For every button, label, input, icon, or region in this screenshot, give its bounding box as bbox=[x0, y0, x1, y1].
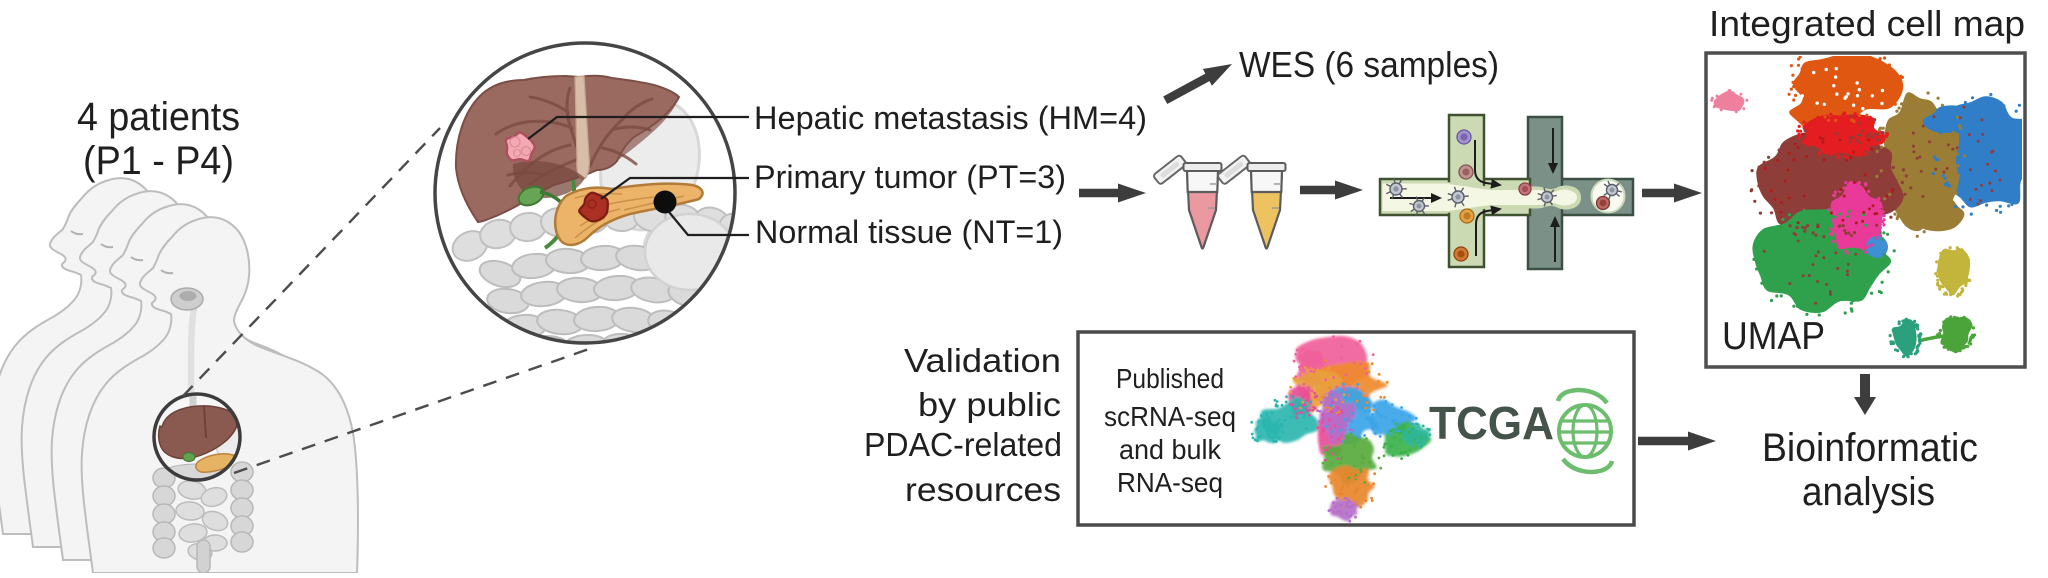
svg-text:Normal tissue (NT=1): Normal tissue (NT=1) bbox=[755, 214, 1063, 250]
svg-text:4 patients: 4 patients bbox=[77, 95, 240, 139]
svg-text:Integrated cell map: Integrated cell map bbox=[1709, 3, 2025, 44]
svg-text:Validation: Validation bbox=[904, 342, 1061, 379]
svg-text:UMAP: UMAP bbox=[1722, 315, 1825, 358]
svg-text:PDAC-related: PDAC-related bbox=[864, 426, 1062, 463]
svg-text:RNA-seq: RNA-seq bbox=[1117, 467, 1223, 498]
svg-text:WES (6 samples): WES (6 samples) bbox=[1239, 44, 1499, 85]
svg-text:Primary tumor (PT=3): Primary tumor (PT=3) bbox=[754, 159, 1066, 195]
svg-text:by public: by public bbox=[918, 386, 1061, 423]
svg-text:scRNA-seq: scRNA-seq bbox=[1104, 401, 1236, 432]
svg-text:Published: Published bbox=[1116, 363, 1224, 394]
svg-text:and bulk: and bulk bbox=[1119, 434, 1222, 465]
svg-text:Bioinformatic: Bioinformatic bbox=[1762, 426, 1978, 470]
svg-text:Hepatic metastasis (HM=4): Hepatic metastasis (HM=4) bbox=[754, 100, 1147, 136]
svg-text:TCGA: TCGA bbox=[1429, 397, 1554, 449]
svg-text:analysis: analysis bbox=[1802, 470, 1935, 514]
svg-text:(P1 - P4): (P1 - P4) bbox=[83, 139, 234, 183]
svg-text:resources: resources bbox=[905, 471, 1061, 508]
